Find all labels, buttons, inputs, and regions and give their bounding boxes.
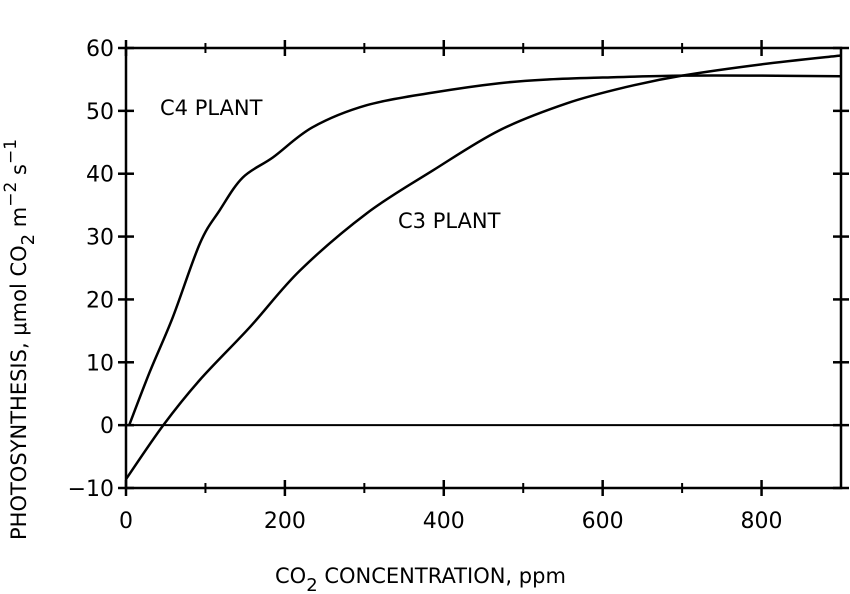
y-tick-label: 50: [86, 100, 114, 125]
x-tick-label: 200: [264, 509, 306, 534]
y-tick-label: 40: [86, 163, 114, 188]
x-axis-title: CO2 CONCENTRATION, ppm: [275, 564, 566, 594]
x-tick-label: 0: [119, 509, 133, 534]
series-line-c4: [128, 74, 842, 426]
series-line-c3: [124, 54, 842, 480]
x-tick-label: 400: [423, 509, 465, 534]
y-tick-label: 30: [86, 226, 114, 251]
plot-frame: [124, 46, 843, 490]
annotation-c4: C4 PLANT: [160, 96, 263, 120]
y-tick-label: 0: [100, 414, 114, 439]
y-axis-title: PHOTOSYNTHESIS, μmol CO2 m−2 s−1: [1, 139, 39, 540]
y-tick-label: 60: [86, 37, 114, 62]
y-tick-label: 20: [86, 288, 114, 313]
annotation-c3: C3 PLANT: [398, 209, 501, 233]
x-tick-label: 800: [741, 509, 783, 534]
y-tick-label: −10: [68, 477, 114, 502]
y-tick-label: 10: [86, 351, 114, 376]
x-tick-label: 600: [582, 509, 624, 534]
